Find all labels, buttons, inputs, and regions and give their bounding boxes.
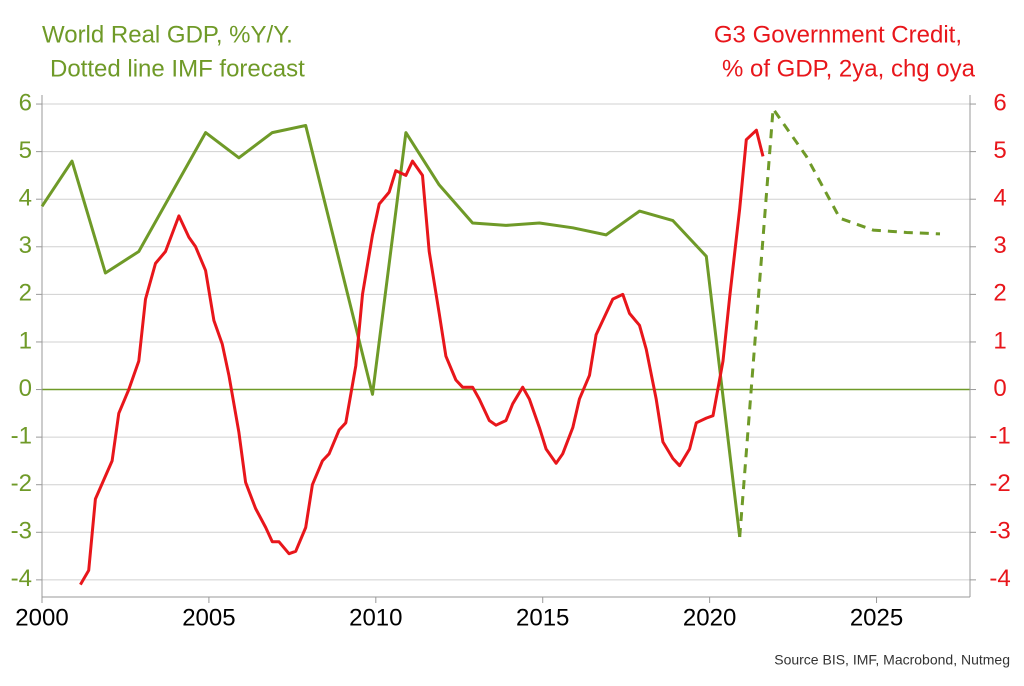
y2-tick-label: 3 bbox=[993, 232, 1006, 259]
y-tick-label: 2 bbox=[19, 280, 32, 307]
y-tick-label: -1 bbox=[11, 422, 32, 449]
series-line bbox=[79, 128, 765, 586]
y-tick-label: 0 bbox=[19, 375, 32, 402]
y-tick-label: -2 bbox=[11, 470, 32, 497]
source-note: Source BIS, IMF, Macrobond, Nutmeg bbox=[774, 652, 1010, 668]
x-tick-label: 2015 bbox=[516, 604, 569, 631]
left-title: Dotted line IMF forecast bbox=[50, 55, 305, 82]
y2-tick-label: 4 bbox=[993, 185, 1006, 212]
y2-tick-label: 1 bbox=[993, 327, 1006, 354]
y-tick-label: 3 bbox=[19, 232, 32, 259]
right-title: % of GDP, 2ya, chg oya bbox=[722, 55, 976, 82]
y-tick-label: -4 bbox=[11, 565, 32, 592]
left-title: World Real GDP, %Y/Y. bbox=[42, 21, 293, 48]
y2-tick-label: 6 bbox=[993, 89, 1006, 116]
x-tick-label: 2010 bbox=[349, 604, 402, 631]
y2-tick-label: -4 bbox=[989, 565, 1010, 592]
y2-tick-label: 2 bbox=[993, 280, 1006, 307]
y2-tick-label: -3 bbox=[989, 518, 1010, 545]
y2-tick-label: -2 bbox=[989, 470, 1010, 497]
series-line bbox=[40, 124, 742, 538]
x-tick-label: 2025 bbox=[850, 604, 903, 631]
y2-tick-label: 0 bbox=[993, 375, 1006, 402]
right-title: G3 Government Credit, bbox=[714, 21, 962, 48]
y2-tick-label: -1 bbox=[989, 422, 1010, 449]
y2-tick-label: 5 bbox=[993, 137, 1006, 164]
x-tick-label: 2000 bbox=[15, 604, 68, 631]
x-tick-label: 2020 bbox=[683, 604, 736, 631]
y-tick-label: 1 bbox=[19, 327, 32, 354]
y-tick-label: -3 bbox=[11, 518, 32, 545]
y-tick-label: 6 bbox=[19, 89, 32, 116]
x-tick-label: 2005 bbox=[182, 604, 235, 631]
y-tick-label: 5 bbox=[19, 137, 32, 164]
series-line bbox=[738, 107, 941, 538]
y-tick-label: 4 bbox=[19, 185, 32, 212]
